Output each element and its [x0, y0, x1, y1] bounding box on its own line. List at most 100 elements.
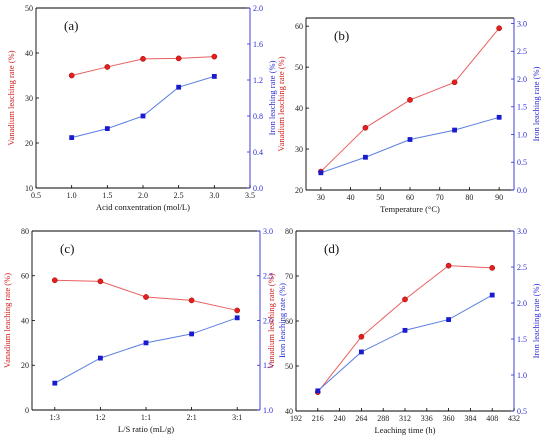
- y2-tick-label: 2.5: [517, 47, 527, 56]
- iron-series-line: [71, 75, 215, 139]
- x-tick-label: 264: [355, 414, 367, 423]
- y2-tick-label: 0.5: [517, 407, 527, 416]
- iron-data-point: [189, 331, 194, 337]
- y2-tick-label: 1.0: [517, 371, 527, 380]
- vanadium-data-point: [234, 307, 241, 314]
- y2-tick-label: 1.2: [253, 76, 263, 85]
- vanadium-data-point: [143, 294, 149, 300]
- y2-tick-label: 1.0: [263, 406, 273, 415]
- x-tick-label: 336: [421, 414, 433, 423]
- y-tick-label: 0: [25, 406, 29, 415]
- x-axis-label: Leaching time (h): [375, 425, 436, 435]
- y-tick-label: 50: [295, 63, 303, 72]
- y2-axis-label: Iron leaching rate (%): [531, 283, 541, 358]
- vanadium-data-point: [68, 72, 75, 79]
- x-tick-label: 312: [399, 414, 411, 423]
- y-tick-label: 40: [295, 104, 303, 113]
- iron-data-point: [140, 113, 146, 119]
- y2-tick-label: 2.5: [263, 272, 273, 281]
- iron-series-line: [54, 317, 238, 384]
- iron-data-point: [446, 317, 451, 322]
- y2-tick-label: 2.0: [253, 4, 263, 13]
- vanadium-data-point: [496, 25, 502, 32]
- y-tick-label: 40: [285, 407, 293, 416]
- iron-data-point: [98, 355, 103, 361]
- vanadium-data-point: [51, 277, 58, 284]
- x-tick-label: 3:1: [232, 413, 242, 422]
- x-tick-label: 1.0: [67, 191, 77, 200]
- iron-data-point: [402, 327, 408, 333]
- vanadium-data-point: [402, 296, 408, 303]
- vanadium-data-point: [451, 79, 458, 86]
- iron-data-point: [69, 135, 75, 140]
- y-tick-label: 60: [21, 272, 29, 281]
- iron-data-point: [452, 127, 457, 133]
- x-tick-label: 360: [443, 414, 455, 423]
- x-tick-label: 80: [465, 193, 473, 202]
- iron-data-point: [143, 340, 149, 346]
- y-axis-label: Vanadium leaching rate (%): [276, 56, 286, 151]
- y-tick-label: 60: [295, 22, 303, 31]
- x-tick-label: 1:2: [95, 413, 105, 422]
- x-tick-label: 40: [347, 193, 355, 202]
- iron-data-point: [489, 292, 495, 298]
- vanadium-data-point: [188, 297, 195, 304]
- y2-tick-label: 1.5: [263, 361, 273, 370]
- vanadium-data-point: [104, 64, 111, 70]
- vanadium-data-point: [362, 124, 369, 131]
- panel-label: (b): [334, 28, 349, 43]
- x-tick-label: 288: [377, 414, 389, 423]
- iron-data-point: [315, 388, 321, 394]
- x-tick-label: 3.0: [209, 191, 219, 200]
- iron-data-point: [211, 74, 217, 79]
- vanadium-data-point: [407, 97, 413, 103]
- y-tick-label: 80: [285, 227, 293, 236]
- y-tick-label: 60: [285, 317, 293, 326]
- y-tick-label: 50: [285, 362, 293, 371]
- vanadium-data-point: [175, 55, 182, 62]
- x-tick-label: 50: [376, 193, 384, 202]
- iron-data-point: [104, 126, 110, 131]
- x-tick-label: 0.5: [31, 191, 41, 200]
- iron-data-point: [363, 154, 368, 160]
- y-tick-label: 20: [295, 186, 303, 195]
- y2-tick-label: 2.0: [517, 299, 527, 308]
- x-tick-label: 1:3: [50, 413, 60, 422]
- y-tick-label: 40: [25, 49, 33, 58]
- y2-tick-label: 1.0: [517, 130, 527, 139]
- x-axis-label: L/S ratio (mL/g): [118, 424, 174, 434]
- x-tick-label: 90: [495, 193, 503, 202]
- x-tick-label: 408: [486, 414, 498, 423]
- y2-tick-label: 2.0: [517, 75, 527, 84]
- x-tick-label: 2:1: [186, 413, 196, 422]
- x-tick-label: 432: [508, 414, 520, 423]
- x-tick-label: 2.5: [174, 191, 184, 200]
- y2-tick-label: 0.8: [253, 112, 263, 121]
- chart-panel-d: 192 216 240 264 288 312 336 360 384 408 432 40 50 60 7…: [266, 227, 541, 435]
- y-tick-label: 30: [25, 94, 33, 103]
- y2-tick-label: 2.5: [517, 263, 527, 272]
- vanadium-data-point: [489, 265, 496, 271]
- chart-panel-a: 0.5 1.0 1.5 2.0 2.5 3.0 3.5 10 20 30 40 50 0.0 0.4 0.8…: [6, 4, 277, 212]
- iron-data-point: [496, 114, 502, 120]
- x-tick-label: 216: [312, 414, 324, 423]
- x-tick-label: 240: [334, 414, 346, 423]
- y-axis-label: Vanadium leaching rate (%): [266, 273, 276, 368]
- y2-tick-label: 1.5: [517, 335, 527, 344]
- x-tick-label: 384: [464, 414, 476, 423]
- iron-data-point: [52, 380, 58, 386]
- x-axis-label: Temperature (°C): [380, 204, 440, 214]
- y-tick-label: 20: [21, 361, 29, 370]
- y2-tick-label: 0.0: [517, 186, 527, 195]
- x-axis-label: Acid conxentration (mol/L): [96, 202, 190, 212]
- y2-axis-label: Iron leaching rate (%): [531, 66, 541, 141]
- iron-data-point: [407, 137, 413, 142]
- x-tick-label: 2.0: [138, 191, 148, 200]
- iron-series-line: [317, 294, 493, 392]
- y2-axis-label: Iron leaching rate (%): [277, 283, 287, 358]
- y-tick-label: 40: [21, 316, 29, 325]
- vanadium-data-point: [97, 278, 104, 285]
- x-tick-label: 192: [290, 414, 302, 423]
- vanadium-data-point: [211, 53, 218, 60]
